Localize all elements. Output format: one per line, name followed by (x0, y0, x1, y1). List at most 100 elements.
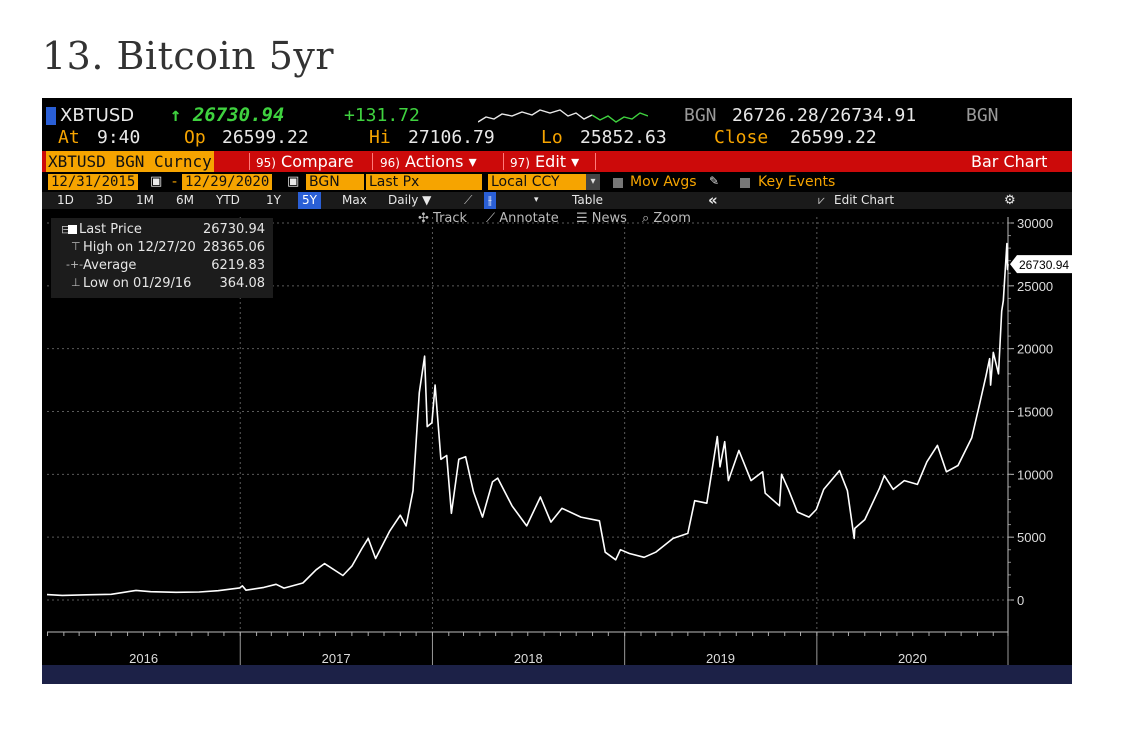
y-tick-label: 20000 (1017, 342, 1053, 357)
annotate-label: Annotate (499, 211, 559, 226)
edit-chart-button[interactable]: Edit Chart (834, 193, 895, 207)
table-button[interactable]: Table (572, 193, 604, 207)
legend-average-row: -+- Average 6219.83 (51, 258, 273, 276)
gear-icon[interactable]: ⚙ (1004, 193, 1016, 208)
zoom-tool[interactable]: ⌕ Zoom (642, 211, 691, 226)
chart-type-dropdown-icon[interactable]: ▾ (534, 195, 539, 205)
bloomberg-chart-panel: XBTUSD ↑ 26730.94 +131.72 BGN 26726.28/2… (42, 98, 1072, 684)
legend-swatch (68, 225, 77, 234)
legend-average-label: Average (83, 258, 137, 273)
price-change: +131.72 (344, 105, 420, 126)
source-field[interactable]: BGN (306, 174, 364, 190)
page-title: 13. Bitcoin 5yr (42, 34, 335, 78)
menu-bar: XBTUSD BGN Curncy 95) Compare 96) Action… (42, 151, 1072, 172)
bar-chart-button[interactable]: Bar Chart (971, 152, 1048, 171)
lo-value: 25852.63 (580, 127, 667, 148)
start-date-field[interactable]: 12/31/2015 (48, 174, 139, 190)
lo-label: Lo (541, 127, 563, 148)
currency-select[interactable]: Local CCY (488, 174, 586, 190)
source-left: BGN (684, 105, 717, 126)
field-select[interactable]: Last Px (366, 174, 482, 190)
actions-number: 96) (380, 156, 400, 170)
year-dividers (239, 632, 1009, 665)
security-button[interactable]: XBTUSD BGN Curncy (46, 151, 214, 172)
currency-dropdown-icon[interactable]: ▾ (586, 174, 600, 190)
crosshair-icon: ✣ (418, 211, 429, 226)
mov-avgs-checkbox[interactable] (613, 178, 623, 188)
calendar-start-icon[interactable]: ▣ (150, 174, 163, 189)
y-axis: 0 5000 10000 15000 20000 25000 30000 (1007, 216, 1053, 636)
average-marker-icon: -+- (66, 258, 84, 271)
y-tick-label: 30000 (1017, 216, 1053, 231)
key-events-checkbox[interactable] (740, 178, 750, 188)
sparkline-icon (478, 109, 648, 123)
last-price-tag-box (1010, 255, 1072, 274)
bar-chart-icon[interactable]: ⫲ (484, 192, 496, 209)
legend-last-row: ⊟ Last Price 26730.94 (51, 222, 273, 240)
track-tool[interactable]: ✣ Track (418, 211, 467, 226)
x-axis: 2016 2017 2018 2019 2020 (47, 631, 1008, 665)
quote-line: XBTUSD (46, 104, 134, 127)
news-label: News (591, 211, 627, 226)
at-time: 9:40 (97, 127, 141, 148)
key-events-label: Key Events (758, 174, 836, 190)
x-tick-label: 2019 (706, 651, 735, 665)
last-price-tag: 26730.94 (1010, 255, 1072, 274)
compare-number: 95) (256, 156, 276, 170)
legend-high-row: ⊤ High on 12/27/20 28365.06 (51, 240, 273, 258)
end-date-field[interactable]: 12/29/2020 (182, 174, 273, 190)
y-tick-label: 25000 (1017, 279, 1053, 294)
y-tick-label: 15000 (1017, 405, 1053, 420)
source-right: BGN (966, 105, 999, 126)
x-tick-label: 2020 (898, 651, 927, 665)
actions-label: Actions ▾ (405, 152, 477, 171)
annotate-tool[interactable]: ⟋ Annotate (486, 211, 559, 226)
range-5y[interactable]: 5Y (298, 192, 321, 209)
mov-avgs-label: Mov Avgs (630, 174, 697, 190)
bottom-status-bar (42, 665, 1072, 684)
legend-high-value: 28365.06 (202, 240, 265, 255)
legend-average-value: 6219.83 (211, 258, 265, 273)
edit-button[interactable]: 97) Edit ▾ (510, 151, 579, 172)
range-1m[interactable]: 1M (136, 193, 154, 207)
compare-button[interactable]: 95) Compare (256, 151, 354, 172)
track-label: Track (433, 211, 468, 226)
calendar-end-icon[interactable]: ▣ (287, 174, 300, 189)
pencil-icon[interactable]: ✎ (709, 174, 720, 188)
op-label: Op (184, 127, 206, 148)
range-max[interactable]: Max (342, 193, 367, 207)
legend-high-label: High on 12/27/20 (83, 240, 196, 255)
annotate-icon: ⟋ (486, 211, 496, 226)
y-tick-label: 0 (1017, 593, 1024, 608)
zoom-label: Zoom (653, 211, 691, 226)
series-line-price (46, 242, 1009, 597)
edit-number: 97) (510, 156, 530, 170)
compare-label: Compare (281, 152, 354, 171)
close-label: Close (714, 127, 769, 148)
news-icon: ☰ (576, 211, 588, 226)
range-1y[interactable]: 1Y (266, 193, 281, 207)
edit-chart-icon[interactable]: ⩗ (818, 193, 825, 207)
date-dash: - (172, 174, 178, 190)
range-6m[interactable]: 6M (176, 193, 194, 207)
edit-label: Edit ▾ (535, 152, 580, 171)
ticker-marker-icon (46, 106, 56, 125)
hi-label: Hi (369, 127, 391, 148)
range-ytd[interactable]: YTD (216, 193, 240, 207)
news-tool[interactable]: ☰ News (576, 211, 627, 226)
last-price: ↑ 26730.94 (170, 104, 285, 126)
y-tick-label: 5000 (1017, 530, 1046, 545)
legend-collapse-icon[interactable]: ⊟ (61, 223, 71, 236)
actions-button[interactable]: 96) Actions ▾ (380, 151, 477, 172)
range-1d[interactable]: 1D (57, 193, 74, 207)
close-value: 26599.22 (790, 127, 877, 148)
range-3d[interactable]: 3D (96, 193, 113, 207)
frequency-select[interactable]: Daily ▼ (388, 193, 432, 207)
legend-low-label: Low on 01/29/16 (83, 276, 192, 291)
high-marker-icon: ⊤ (71, 240, 81, 253)
legend-last-value: 26730.94 (202, 222, 265, 237)
collapse-icon[interactable]: « (708, 191, 718, 209)
ticker: XBTUSD (60, 105, 135, 126)
line-chart-icon[interactable]: ⟋ (464, 193, 473, 207)
